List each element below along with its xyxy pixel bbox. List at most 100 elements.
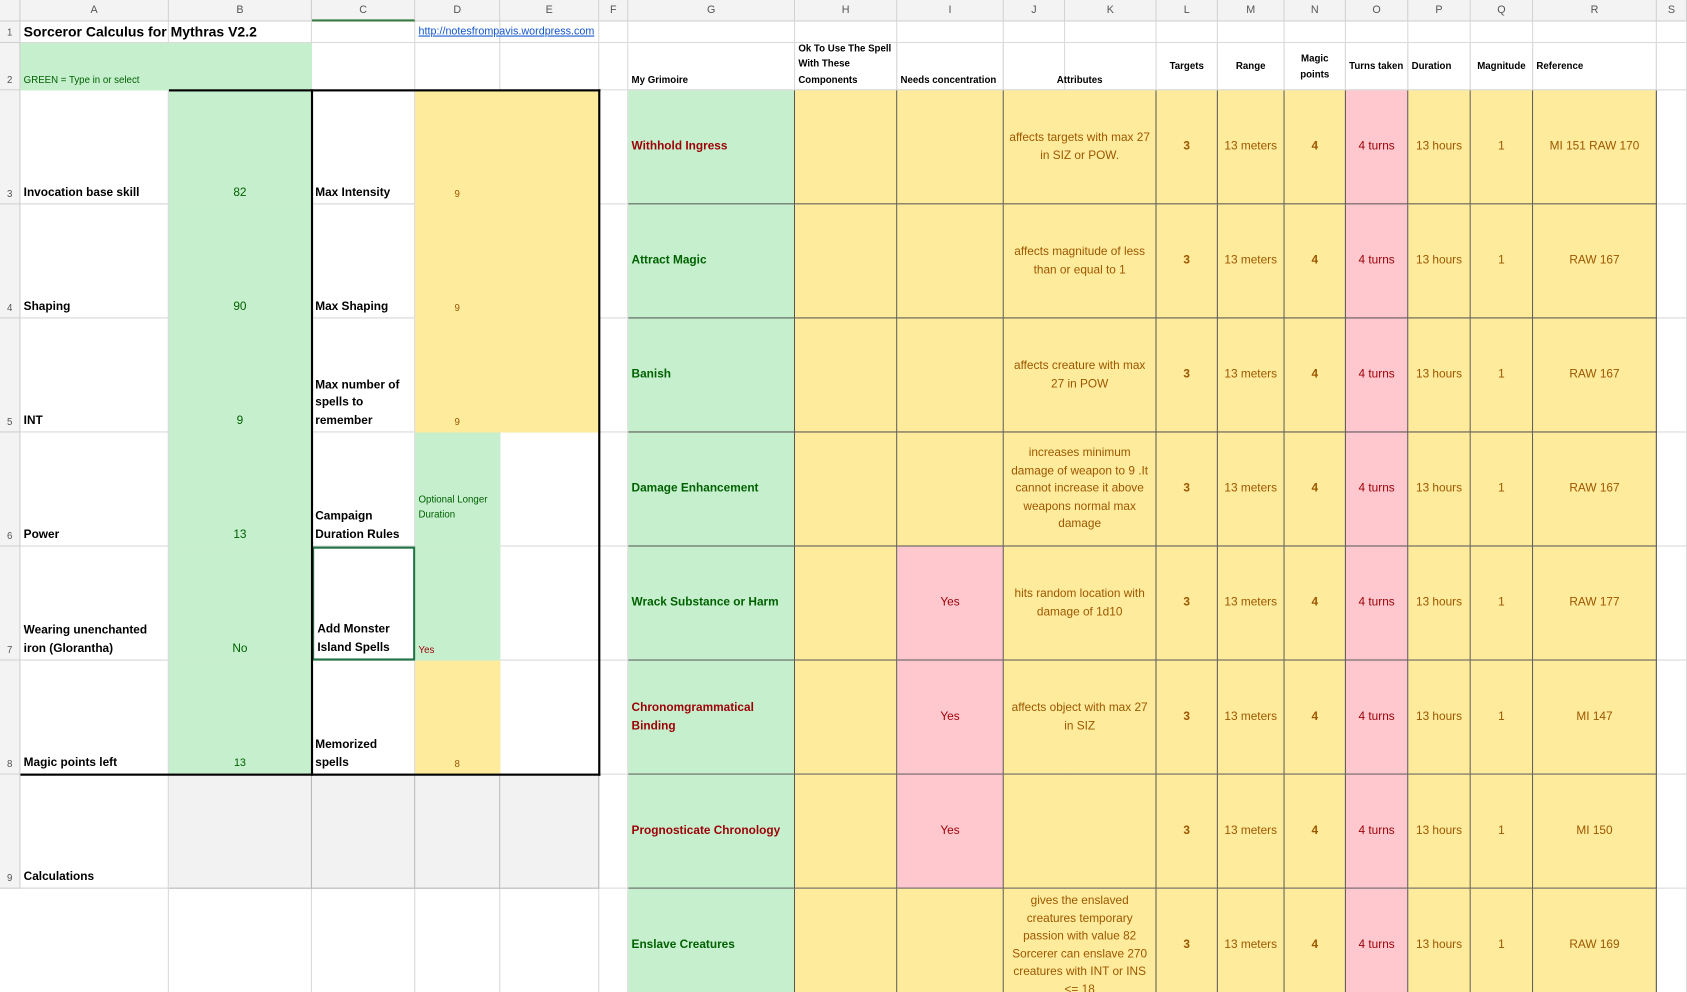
grid-cell [1656, 546, 1687, 661]
limit-label-text: Add Monster Island Spells [317, 622, 390, 654]
row-header[interactable]: 8 [0, 660, 21, 775]
spell-components [795, 318, 898, 433]
corner[interactable] [0, 0, 21, 22]
spell-turns-text: 4 turns [1358, 482, 1395, 496]
title: Sorceror Calculus for Mythras V2.2 [20, 22, 257, 44]
spell-name: Banish [628, 318, 796, 433]
spell-range-text: 13 meters [1224, 254, 1278, 268]
spell-turns-text: 4 turns [1358, 368, 1395, 382]
column-header[interactable]: R [1533, 0, 1657, 22]
calculations-label-text: Calculations [23, 869, 95, 883]
spell-magnitude-text: 1 [1498, 482, 1505, 496]
spell-magnitude: 1 [1470, 204, 1534, 319]
column-header[interactable]: D [415, 0, 501, 22]
spell-duration-text: 13 hours [1415, 482, 1463, 496]
spell-turns: 4 turns [1345, 774, 1409, 889]
column-header[interactable]: C [312, 0, 416, 22]
spell-targets: 3 [1156, 318, 1218, 433]
calc-cell [415, 774, 501, 889]
spell-concentration-text: Yes [940, 710, 960, 724]
grid-cell [1656, 204, 1687, 319]
column-header[interactable]: B [168, 0, 313, 22]
grid-cell [312, 888, 416, 992]
grimoire-header-text: Targets [1169, 60, 1204, 72]
column-header[interactable]: S [1656, 0, 1687, 22]
column-header[interactable]: E [500, 0, 600, 22]
setting-label-text: Wearing unenchanted iron (Glorantha) [23, 624, 148, 655]
row-header[interactable]: 9 [0, 774, 21, 889]
column-header[interactable]: P [1408, 0, 1471, 22]
column-header[interactable]: M [1217, 0, 1285, 22]
grid-cell [599, 90, 629, 205]
limit-label: Add Monster Island Spells [312, 546, 416, 661]
grid-cell [1065, 21, 1157, 44]
column-header[interactable]: H [795, 0, 898, 22]
spell-attributes-text: increases minimum damage of weapon to 9 … [1011, 446, 1149, 531]
spell-targets: 3 [1156, 660, 1218, 775]
row-header[interactable]: 5 [0, 318, 21, 433]
limit-value-text: Yes [418, 643, 435, 655]
spell-name: Prognosticate Chronology [628, 774, 796, 889]
column-header[interactable]: A [20, 0, 169, 22]
grimoire-header: Targets [1156, 43, 1218, 91]
spell-attributes: increases minimum damage of weapon to 9 … [1003, 432, 1157, 547]
column-header[interactable]: L [1156, 0, 1218, 22]
column-header[interactable]: O [1345, 0, 1409, 22]
column-header[interactable]: K [1065, 0, 1157, 22]
row-header[interactable]: 7 [0, 546, 21, 661]
spell-magic-points: 4 [1284, 90, 1346, 205]
column-header[interactable]: G [628, 0, 796, 22]
setting-value: 82 [168, 90, 313, 205]
spell-range: 13 meters [1217, 432, 1285, 547]
grimoire-header: Magic points [1284, 43, 1346, 91]
column-header[interactable]: N [1284, 0, 1346, 22]
spell-targets: 3 [1156, 90, 1218, 205]
spell-name-text: Prognosticate Chronology [631, 824, 781, 838]
spell-turns: 4 turns [1345, 318, 1409, 433]
spell-reference: RAW 177 [1533, 546, 1657, 661]
grid-cell [500, 660, 600, 775]
column-header[interactable]: I [897, 0, 1004, 22]
spell-range: 13 meters [1217, 660, 1285, 775]
limit-label-text: Max Intensity [315, 185, 391, 199]
setting-label: Invocation base skill [20, 90, 169, 205]
grid-cell [1003, 21, 1066, 44]
column-header[interactable]: J [1003, 0, 1066, 22]
grimoire-header: My Grimoire [628, 43, 796, 91]
setting-value: 13 [168, 660, 313, 775]
grid-cell [312, 43, 416, 91]
row-header[interactable]: 3 [0, 90, 21, 205]
setting-value-text: 13 [233, 527, 247, 541]
limit-label-text: Max number of spells to remember [315, 378, 400, 427]
spell-turns: 4 turns [1345, 204, 1409, 319]
limit-label-text: Memorized spells [315, 738, 378, 769]
row-header[interactable]: 2 [0, 43, 21, 91]
spell-attributes-text: gives the enslaved creatures temporary p… [1012, 894, 1148, 992]
column-header[interactable]: F [599, 0, 629, 22]
spell-duration-text: 13 hours [1415, 824, 1463, 838]
spell-magic-points: 4 [1284, 204, 1346, 319]
spell-reference: MI 150 [1533, 774, 1657, 889]
spell-attributes-text: affects creature with max 27 in POW [1013, 359, 1146, 391]
grid-cell [500, 888, 600, 992]
spell-concentration [897, 204, 1004, 319]
grid-cell [20, 888, 169, 992]
row-header[interactable]: 1 [0, 21, 21, 44]
spell-attributes-text: affects magnitude of less than or equal … [1014, 245, 1146, 276]
spell-reference-text: RAW 167 [1569, 368, 1620, 382]
spell-range: 13 meters [1217, 90, 1285, 205]
row-header[interactable]: 4 [0, 204, 21, 319]
spell-duration: 13 hours [1408, 432, 1471, 547]
row-header[interactable]: 6 [0, 432, 21, 547]
spell-turns: 4 turns [1345, 888, 1409, 992]
column-header[interactable]: Q [1470, 0, 1534, 22]
spell-magic-points-text: 4 [1311, 938, 1319, 952]
grid-cell [599, 43, 629, 91]
spell-attributes-text: affects object with max 27 in SIZ [1011, 701, 1148, 733]
spell-components [795, 90, 898, 205]
spell-duration-text: 13 hours [1415, 710, 1463, 724]
grimoire-header: Magnitude [1470, 43, 1534, 91]
spell-name: Chronomgrammatical Binding [628, 660, 796, 775]
